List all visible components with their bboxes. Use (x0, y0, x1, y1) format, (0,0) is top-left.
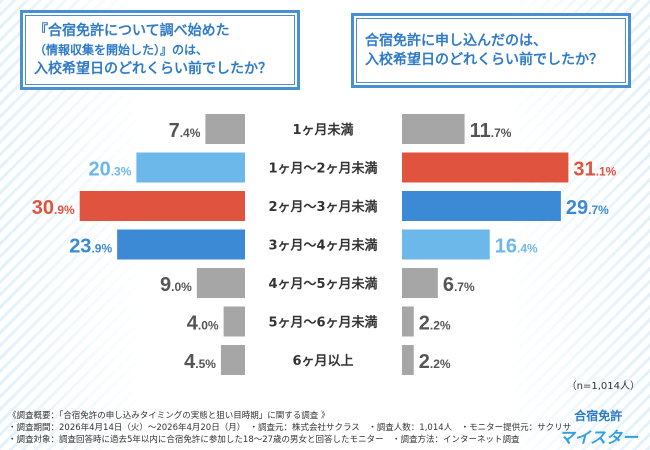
survey-footer: 《調査概要：「合宿免許の申し込みタイミングの実態と狙い目時期」に関する調査 》 … (8, 410, 571, 446)
left-value-label: 4.0% (187, 313, 219, 335)
logo-line: マイスター (558, 428, 638, 447)
right-bar (402, 268, 438, 298)
left-value-label: 20.3% (88, 159, 131, 181)
left-question-box: 『合宿免許について調べ始めた （情報収集を開始した）』のは、 入校希望日のどれく… (20, 10, 300, 90)
category-label: 6ヶ月以上 (292, 354, 353, 369)
right-bar (402, 152, 569, 183)
left-bar (220, 345, 245, 375)
right-value-label: 11.7% (470, 120, 512, 142)
butterfly-chart: 1ヶ月未満 7.4% 11.7% 1ヶ月〜2ヶ月未満 20.3% 31.1% 2ヶ月〜3ヶ月… (32, 114, 617, 375)
right-question-box: 合宿免許に申し込んだのは、 入校希望日のどれくらい前でしたか？ (351, 13, 631, 88)
left-value-label: 9.0% (160, 274, 192, 296)
right-bar (402, 229, 490, 260)
category-label: 1ヶ月〜2ヶ月未満 (268, 161, 377, 177)
right-value-label: 31.1% (573, 159, 616, 181)
left-bar (223, 306, 245, 337)
left-bar (196, 268, 245, 298)
left-value-label: 30.9% (32, 197, 75, 219)
right-value-label: 2.2% (419, 351, 451, 373)
category-label: 4ヶ月〜5ヶ月未満 (268, 276, 377, 292)
right-question-line: 入校希望日のどれくらい前でしたか？ (365, 51, 603, 68)
category-label: 2ヶ月〜3ヶ月未満 (268, 199, 377, 215)
right-value-label: 6.7% (443, 274, 475, 296)
left-bar (79, 191, 245, 221)
right-bar (402, 345, 414, 375)
sample-size: （n=1,014人） (566, 381, 640, 392)
left-value-label: 23.9% (69, 236, 112, 258)
category-label: 5ヶ月〜6ヶ月未満 (268, 315, 377, 331)
left-question-line: 『合宿免許について調べ始めた (34, 22, 230, 39)
brand-logo: 合宿免許 マイスター (558, 407, 638, 448)
right-value-label: 29.7% (566, 197, 609, 219)
footer-line: ・調査期間：2026年4月14日（火）〜2026年4月20日（月） ・調査元：株… (8, 423, 572, 433)
left-value-label: 4.5% (184, 351, 216, 373)
left-bar (117, 229, 245, 260)
left-bar (205, 114, 245, 144)
left-bar (136, 152, 245, 183)
left-value-label: 7.4% (169, 120, 201, 142)
footer-line: ・調査対象：調査回答時に過去5年以内に合宿免許に参加した18〜27歳の男女と回答… (8, 435, 520, 445)
category-label: 1ヶ月未満 (292, 122, 353, 138)
right-value-label: 16.4% (495, 236, 538, 258)
left-question-line: 入校希望日のどれくらい前でしたか？ (34, 60, 272, 77)
right-value-label: 2.2% (419, 313, 451, 335)
left-question-line: （情報収集を開始した）』のは、 (34, 42, 209, 57)
right-bar (402, 114, 465, 144)
category-label: 3ヶ月〜4ヶ月未満 (268, 238, 377, 254)
right-question-line: 合宿免許に申し込んだのは、 (365, 32, 547, 49)
right-bar (402, 191, 561, 221)
right-bar (402, 306, 414, 337)
logo-line: 合宿免許 (574, 409, 623, 423)
footer-line: 《調査概要：「合宿免許の申し込みタイミングの実態と狙い目時期」に関する調査 》 (8, 411, 330, 421)
